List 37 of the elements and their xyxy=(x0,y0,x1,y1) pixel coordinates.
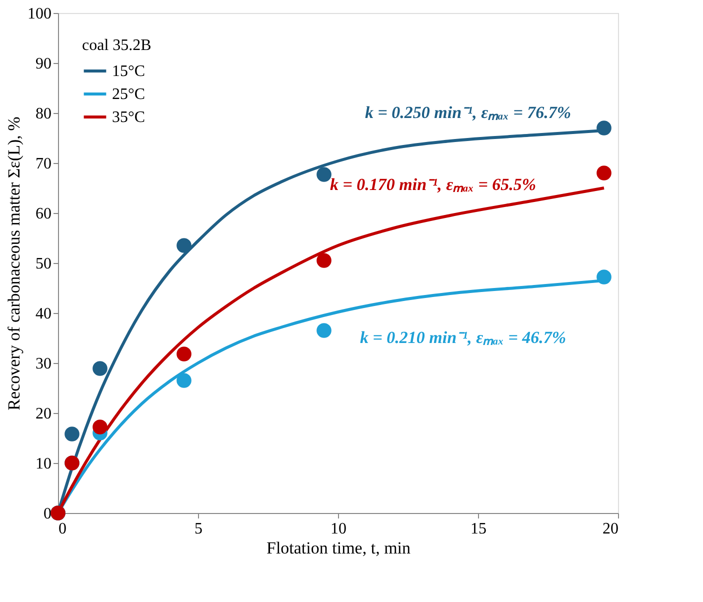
x-tick-label: 0 xyxy=(58,520,66,538)
x-tick-label: 10 xyxy=(330,520,346,538)
y-tick-label: 10 xyxy=(36,456,52,472)
x-axis-title: Flotation time, t, min xyxy=(266,538,412,558)
annotation: k = 0.210 min⁻¹, εₘₐₓ = 46.7% xyxy=(360,328,566,347)
legend-label: 25°C xyxy=(112,86,146,103)
y-tick-label: 40 xyxy=(36,306,52,322)
y-tick-label: 50 xyxy=(36,256,52,272)
point xyxy=(596,270,612,284)
point xyxy=(596,166,612,180)
annotation: k = 0.170 min⁻¹, εₘₐₓ = 65.5% xyxy=(330,175,536,194)
y-axis-title: Recovery of carbonaceous matter Σε(L), % xyxy=(4,116,24,410)
annotation: k = 0.250 min⁻¹, εₘₐₓ = 76.7% xyxy=(364,103,572,122)
x-tick-label: 15 xyxy=(470,520,486,538)
y-tick-label: 80 xyxy=(36,106,52,122)
x-tick-label: 20 xyxy=(602,520,618,538)
point xyxy=(316,323,332,338)
y-tick-label: 30 xyxy=(36,356,52,372)
point xyxy=(316,167,332,182)
point xyxy=(92,361,108,376)
y-tick-label: 60 xyxy=(36,206,52,222)
point xyxy=(176,238,192,253)
y-tick-label: 90 xyxy=(36,56,52,72)
point xyxy=(92,420,108,434)
point xyxy=(64,426,80,442)
point xyxy=(316,253,332,268)
x-tick-label: 5 xyxy=(194,520,202,538)
y-tick-label: 100 xyxy=(28,6,52,22)
point xyxy=(176,346,192,362)
y-tick-label: 70 xyxy=(36,156,52,172)
point xyxy=(176,373,192,388)
point xyxy=(596,120,612,136)
legend-title: coal 35.2B xyxy=(82,37,152,54)
y-tick-label: 20 xyxy=(36,406,52,422)
legend-label: 15°C xyxy=(112,63,146,80)
y-tick-label: 0 xyxy=(44,506,52,522)
legend-label: 35°C xyxy=(112,109,146,126)
